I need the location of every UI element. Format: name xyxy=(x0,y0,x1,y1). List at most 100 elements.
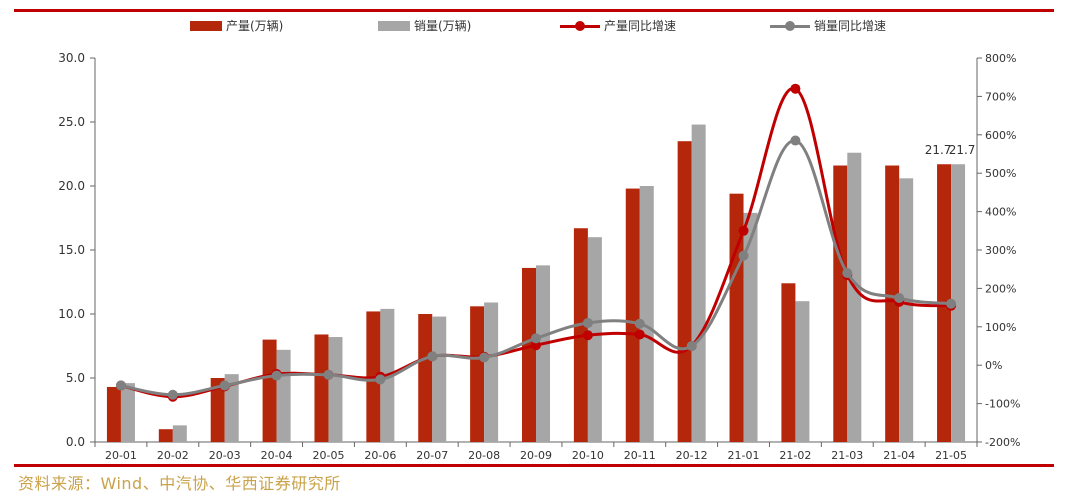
point-sales-yoy xyxy=(842,268,853,279)
bar-sales xyxy=(743,212,758,442)
right-tick-label: 0% xyxy=(985,359,1002,372)
bar-sales xyxy=(899,178,914,442)
point-production-yoy xyxy=(790,83,801,94)
x-tick-label: 20-12 xyxy=(676,449,708,462)
bar-sales xyxy=(276,349,291,442)
point-production-yoy xyxy=(582,330,593,341)
bar-sales xyxy=(951,164,966,443)
point-sales-yoy xyxy=(323,369,334,380)
right-tick-label: 400% xyxy=(985,206,1016,219)
x-tick-label: 20-04 xyxy=(261,449,293,462)
bar-production xyxy=(885,165,900,442)
legend-swatch-sales xyxy=(378,20,410,31)
legend-item-sales-yoy: 销量同比增速 xyxy=(770,17,886,34)
legend-item-prod: 产量(万辆) xyxy=(190,17,283,34)
right-tick-label: 300% xyxy=(985,244,1016,257)
left-tick-label: 5.0 xyxy=(66,371,85,385)
legend-item-sales: 销量(万辆) xyxy=(378,17,471,34)
bar-sales xyxy=(224,374,239,442)
source-note: 资料来源：Wind、中汽协、华西证券研究所 xyxy=(18,474,341,493)
legend-label-sales-yoy: 销量同比增速 xyxy=(814,19,887,33)
legend-line-sales-yoy xyxy=(770,20,810,32)
right-tick-label: 800% xyxy=(985,52,1016,65)
bar-sales xyxy=(691,124,706,442)
point-sales-yoy xyxy=(375,374,386,385)
x-tick-label: 20-11 xyxy=(624,449,656,462)
combo-chart: 0.0 5.0 10.0 15.0 20.0 25.0 30.0 -200% -100% 0% 10… xyxy=(58,51,1020,462)
point-sales-yoy xyxy=(531,333,541,344)
point-sales-yoy xyxy=(115,380,126,391)
bar-production xyxy=(781,283,796,442)
right-tick-label: -100% xyxy=(985,398,1020,411)
legend-line-prod-yoy xyxy=(560,20,600,32)
bar-sales xyxy=(847,152,862,442)
bar-production xyxy=(158,429,173,442)
right-tick-label: 600% xyxy=(985,129,1016,142)
x-tick-label: 21-03 xyxy=(831,449,863,462)
bar-production xyxy=(418,314,433,442)
bar-production xyxy=(625,188,640,442)
legend-swatch-prod xyxy=(190,20,222,31)
legend-label-prod-yoy: 产量同比增速 xyxy=(604,19,677,33)
point-production-yoy xyxy=(634,329,645,340)
bar-production xyxy=(677,141,692,442)
x-tick-label: 20-06 xyxy=(364,449,396,462)
bar-production xyxy=(210,378,225,442)
bar-production xyxy=(314,334,329,442)
point-sales-yoy xyxy=(271,370,282,381)
bar-data-label: 21.7 xyxy=(925,143,952,157)
point-production-yoy xyxy=(738,225,749,236)
right-tick-label: 100% xyxy=(985,321,1016,334)
x-tick-label: 20-01 xyxy=(105,449,137,462)
x-tick-label: 20-08 xyxy=(468,449,500,462)
bar-production xyxy=(262,339,277,442)
point-sales-yoy xyxy=(686,341,697,351)
x-tick-label: 20-02 xyxy=(157,449,189,462)
x-tick-label: 20-07 xyxy=(416,449,448,462)
legend-label-prod: 产量(万辆) xyxy=(226,19,284,33)
bar-data-label: 21.7 xyxy=(949,143,976,157)
legend-label-sales: 销量(万辆) xyxy=(414,19,472,33)
point-sales-yoy xyxy=(479,352,490,363)
bottom-rule xyxy=(14,464,1054,467)
point-sales-yoy xyxy=(167,389,178,400)
point-sales-yoy xyxy=(790,135,801,146)
bar-sales xyxy=(639,186,654,442)
legend-item-prod-yoy: 产量同比增速 xyxy=(560,17,676,34)
bar-production xyxy=(106,386,121,442)
x-tick-label: 20-09 xyxy=(520,449,552,462)
bar-production xyxy=(522,267,536,442)
point-sales-yoy xyxy=(219,380,230,391)
point-sales-yoy xyxy=(894,293,905,303)
bar-production xyxy=(833,165,848,442)
point-sales-yoy xyxy=(634,318,645,329)
x-tick-label: 21-02 xyxy=(779,449,811,462)
x-tick-label: 20-03 xyxy=(209,449,241,462)
point-sales-yoy xyxy=(738,250,749,261)
x-tick-label: 21-04 xyxy=(883,449,915,462)
point-production-yoy xyxy=(531,340,541,351)
bar-sales xyxy=(795,301,810,442)
right-tick-label: 500% xyxy=(985,167,1016,180)
x-tick-label: 21-05 xyxy=(935,449,967,462)
left-tick-label: 15.0 xyxy=(58,243,85,257)
point-sales-yoy xyxy=(946,298,957,309)
left-tick-label: 10.0 xyxy=(58,307,85,321)
legend: 产量(万辆) 销量(万辆) 产量同比增速 销量同比增速 xyxy=(0,17,1080,37)
right-tick-label: 700% xyxy=(985,90,1016,103)
x-tick-label: 21-01 xyxy=(728,449,760,462)
left-tick-label: 30.0 xyxy=(58,51,85,65)
x-tick-label: 20-05 xyxy=(312,449,344,462)
left-tick-label: 25.0 xyxy=(58,115,85,129)
bar-sales xyxy=(587,237,602,442)
point-sales-yoy xyxy=(427,351,438,362)
bar-production xyxy=(470,306,485,442)
bar-sales xyxy=(484,302,499,442)
point-sales-yoy xyxy=(582,317,593,328)
bar-sales xyxy=(172,425,187,442)
bar-sales xyxy=(432,316,447,442)
right-tick-label: 200% xyxy=(985,282,1016,295)
right-tick-label: -200% xyxy=(985,436,1020,449)
bar-sales xyxy=(328,337,343,442)
bar-sales xyxy=(120,383,135,442)
